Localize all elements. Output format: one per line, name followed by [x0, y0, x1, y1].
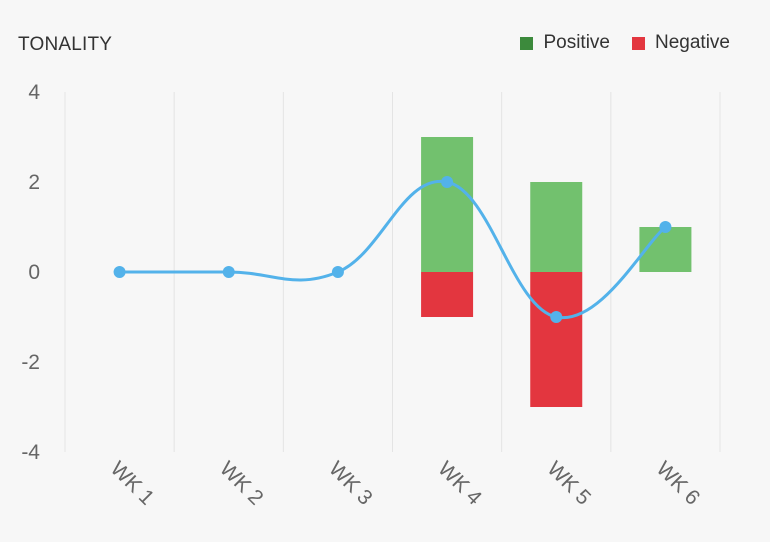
- x-tick-label: WK 3: [324, 457, 377, 510]
- bar-positive: [421, 137, 474, 272]
- bar-positive: [639, 227, 692, 272]
- bar-positive: [530, 182, 583, 272]
- line-point: [222, 266, 235, 278]
- legend-item-positive[interactable]: Positive: [520, 32, 610, 54]
- line-point: [659, 221, 672, 233]
- x-tick-label: WK 2: [215, 457, 268, 510]
- x-tick-label: WK 6: [652, 457, 705, 510]
- chart-legend: Positive Negative: [520, 32, 730, 54]
- x-tick-label: WK 1: [106, 457, 159, 510]
- y-tick-label: -2: [21, 351, 40, 374]
- legend-label-negative: Negative: [655, 32, 730, 53]
- chart-title: TONALITY: [18, 34, 113, 55]
- line-point: [550, 311, 563, 323]
- y-tick-label: 0: [28, 261, 40, 284]
- line-point: [441, 176, 454, 188]
- y-tick-label: 4: [28, 81, 40, 104]
- x-tick-label: WK 4: [433, 457, 486, 510]
- line-point: [331, 266, 344, 278]
- x-tick-label: WK 5: [543, 457, 596, 510]
- legend-item-negative[interactable]: Negative: [632, 32, 730, 54]
- line-point: [113, 266, 126, 278]
- legend-label-positive: Positive: [543, 32, 610, 53]
- y-tick-label: 2: [28, 171, 40, 194]
- legend-swatch-positive: [520, 36, 534, 50]
- bar-negative: [421, 272, 474, 317]
- legend-swatch-negative: [632, 36, 645, 50]
- y-tick-label: -4: [21, 441, 40, 464]
- bar-negative: [530, 272, 583, 407]
